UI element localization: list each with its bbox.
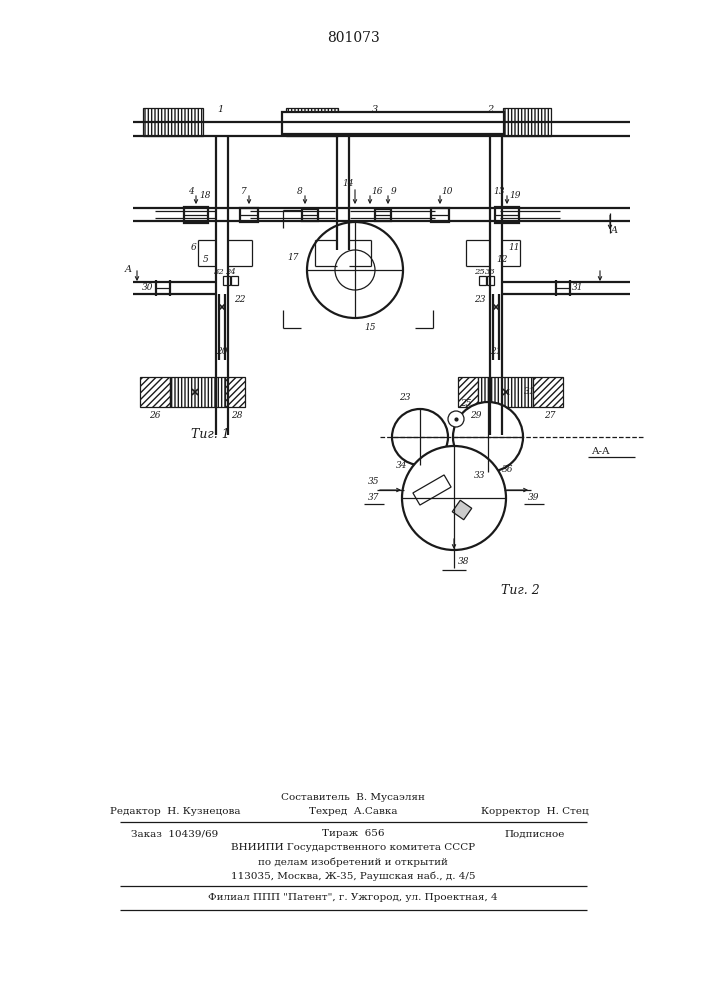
Text: 38: 38: [458, 558, 469, 566]
Text: 113035, Москва, Ж-35, Раушская наб., д. 4/5: 113035, Москва, Ж-35, Раушская наб., д. …: [230, 871, 475, 881]
Text: 37: 37: [368, 493, 380, 502]
Text: 32: 32: [214, 268, 224, 276]
Text: 23: 23: [399, 392, 411, 401]
Bar: [431, 208, 449, 222]
Polygon shape: [413, 475, 451, 505]
Text: 35: 35: [368, 478, 380, 487]
Text: 10: 10: [441, 186, 452, 196]
Text: 24: 24: [225, 268, 235, 276]
Text: 9: 9: [391, 186, 397, 196]
Text: A-A: A-A: [591, 448, 609, 456]
Text: 23: 23: [474, 296, 486, 304]
Text: Редактор  Н. Кузнецова: Редактор Н. Кузнецова: [110, 808, 240, 816]
Text: 14: 14: [342, 178, 354, 188]
Text: 20: 20: [216, 348, 228, 357]
Text: 801073: 801073: [327, 31, 380, 45]
Bar: [140, 377, 170, 407]
Text: 31: 31: [572, 284, 584, 292]
Bar: [486, 275, 493, 284]
Text: 7: 7: [241, 186, 247, 196]
Text: Техред  А.Савка: Техред А.Савка: [309, 808, 397, 816]
Text: 39: 39: [528, 493, 539, 502]
Text: по делам изобретений и открытий: по делам изобретений и открытий: [258, 857, 448, 867]
Text: Заказ  10439/69: Заказ 10439/69: [132, 830, 218, 838]
Bar: [458, 377, 478, 407]
Text: 21: 21: [490, 348, 502, 357]
Bar: [225, 377, 245, 407]
Text: 4: 4: [188, 186, 194, 196]
Text: 1: 1: [217, 105, 223, 114]
Text: 33: 33: [484, 268, 496, 276]
Text: 5: 5: [203, 255, 209, 264]
Text: 30: 30: [142, 284, 153, 292]
Circle shape: [402, 446, 506, 550]
Text: A: A: [611, 226, 617, 235]
Text: 19: 19: [509, 192, 521, 200]
Text: Τиг. 1: Τиг. 1: [191, 428, 229, 442]
Text: 31: 31: [525, 387, 536, 396]
Text: 12: 12: [496, 255, 508, 264]
Bar: [478, 377, 533, 407]
Text: 15: 15: [364, 324, 375, 332]
Text: 18: 18: [199, 192, 211, 200]
Bar: [533, 377, 563, 407]
Text: A: A: [124, 265, 132, 274]
Text: 28: 28: [231, 412, 243, 420]
Polygon shape: [452, 500, 472, 520]
Text: Подписное: Подписное: [505, 830, 565, 838]
Text: 8: 8: [297, 186, 303, 196]
Text: 13: 13: [493, 186, 505, 196]
Bar: [286, 108, 338, 136]
Text: Τиг. 2: Τиг. 2: [501, 584, 539, 596]
Text: Филиал ППП "Патент", г. Ужгород, ул. Проектная, 4: Филиал ППП "Патент", г. Ужгород, ул. Про…: [208, 894, 498, 902]
Bar: [282, 112, 504, 134]
Bar: [223, 275, 230, 284]
Text: Составитель  В. Мусаэлян: Составитель В. Мусаэлян: [281, 794, 425, 802]
Text: 17: 17: [287, 253, 299, 262]
Bar: [170, 377, 225, 407]
Text: 29: 29: [470, 412, 481, 420]
Text: 27: 27: [544, 412, 556, 420]
Text: 26: 26: [149, 412, 160, 420]
Bar: [184, 207, 208, 223]
Text: 6: 6: [191, 243, 197, 252]
Circle shape: [307, 222, 403, 318]
Text: 16: 16: [371, 186, 382, 196]
Text: 22: 22: [234, 296, 246, 304]
Text: Тираж  656: Тираж 656: [322, 830, 384, 838]
Circle shape: [335, 250, 375, 290]
Bar: [240, 208, 258, 222]
Text: 3: 3: [372, 105, 378, 114]
Text: Корректор  Н. Стец: Корректор Н. Стец: [481, 808, 589, 816]
Text: 11: 11: [508, 243, 520, 252]
Circle shape: [453, 402, 523, 472]
Text: 25: 25: [460, 398, 472, 408]
Text: 34: 34: [396, 462, 408, 471]
Bar: [302, 209, 318, 221]
Bar: [230, 275, 238, 284]
Text: 2: 2: [487, 105, 493, 114]
Circle shape: [448, 411, 464, 427]
Text: ВНИИПИ Государственного комитета СССР: ВНИИПИ Государственного комитета СССР: [231, 844, 475, 852]
Bar: [479, 275, 486, 284]
Bar: [495, 207, 519, 223]
Text: 36: 36: [502, 466, 514, 475]
Bar: [503, 108, 551, 136]
Text: 33: 33: [474, 472, 486, 481]
Text: 25: 25: [474, 268, 484, 276]
Bar: [375, 209, 391, 221]
Circle shape: [392, 409, 448, 465]
Bar: [143, 108, 203, 136]
